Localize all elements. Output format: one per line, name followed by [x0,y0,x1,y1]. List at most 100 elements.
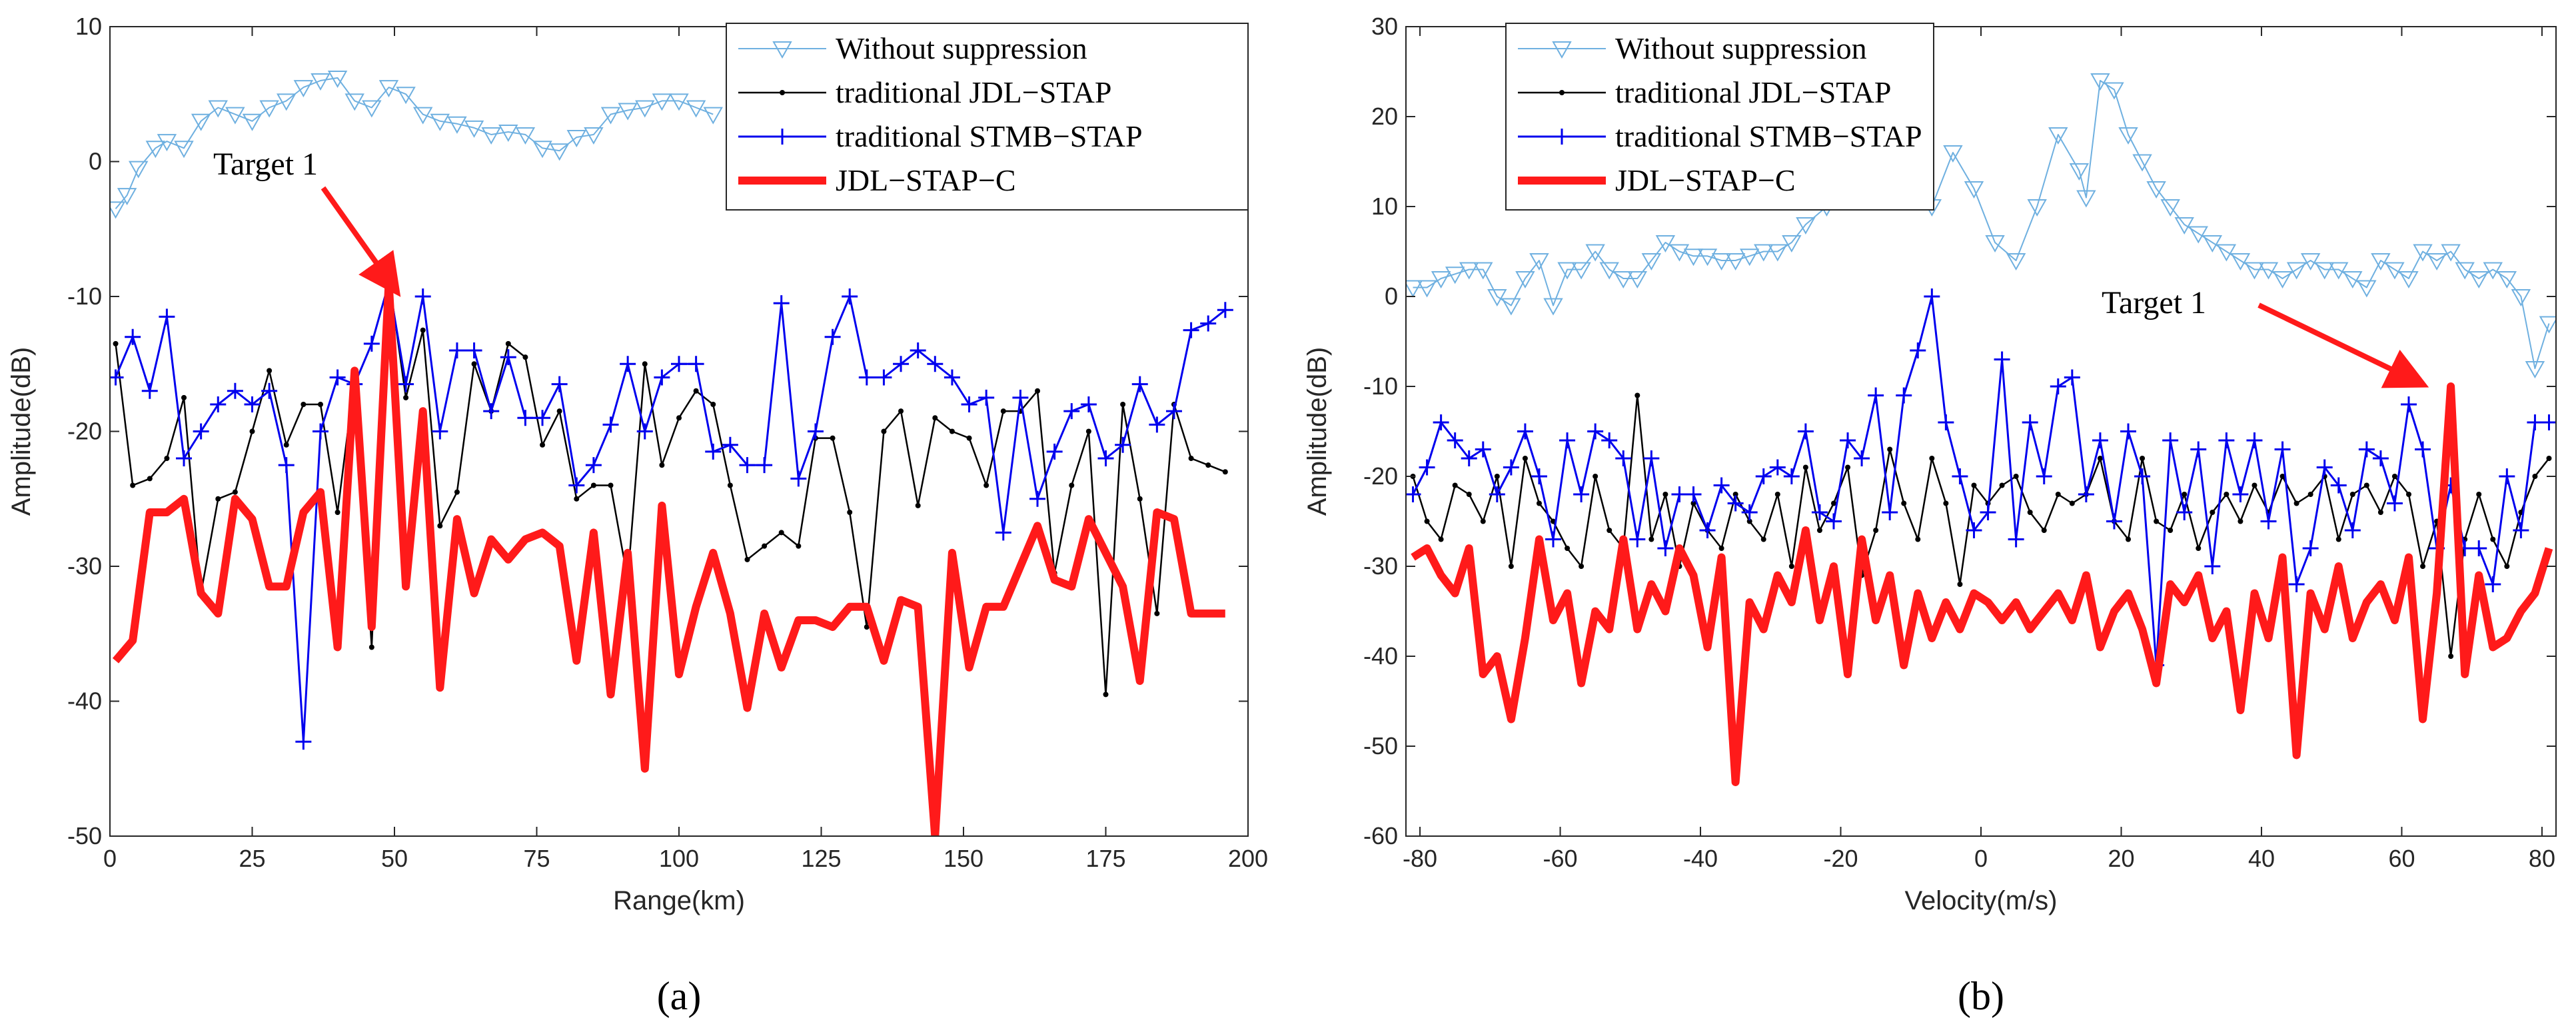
data-point [2413,244,2433,262]
data-point [961,396,977,412]
data-point [790,470,807,487]
data-point [2391,474,2397,479]
series-line [115,282,1226,743]
data-point [2230,253,2251,271]
data-point [368,644,374,650]
y-axis-label: Amplitude(dB) [1303,347,1332,516]
series-stmb [1406,288,2556,674]
data-point [1120,402,1126,407]
data-point [618,103,638,121]
data-point [739,457,756,474]
data-point [1629,531,1646,548]
data-point [181,394,187,400]
data-point [2272,271,2293,289]
data-point [2314,262,2335,280]
data-point [1508,564,1514,569]
data-point [1938,414,1954,430]
data-point [1613,271,1633,289]
y-tick-label: -40 [1363,642,1398,670]
data-point [145,141,166,159]
data-point [329,369,346,386]
data-point [2027,199,2047,217]
data-point [1085,428,1091,434]
data-point [191,113,211,131]
x-tick-label: 25 [239,845,265,872]
data-point [2260,513,2277,530]
x-tick-label: 50 [381,845,408,872]
data-point [2386,495,2403,512]
data-point [378,80,399,98]
x-tick-label: 100 [659,845,699,872]
data-point [517,410,534,426]
x-tick-label: -60 [1543,845,1578,872]
data-point [1741,504,1758,520]
data-point [1754,244,1774,262]
data-point [193,423,209,440]
data-point [2330,477,2347,494]
data-point [1565,546,1571,551]
data-point [2274,441,2291,458]
data-point [2343,271,2363,289]
series-line [112,278,1225,836]
data-point [396,87,416,105]
data-point [312,423,328,440]
data-point [1433,414,1449,430]
data-point [1475,441,1491,458]
data-point [636,423,653,440]
data-point [2252,482,2257,488]
data-point [893,356,910,372]
data-point [147,476,153,482]
data-point [1431,271,1451,289]
data-point [2190,441,2207,458]
data-point [2041,528,2047,533]
data-point [1825,513,1842,530]
data-point [635,100,655,118]
y-tick-label: 30 [1371,13,1398,40]
data-point [1579,564,1585,569]
data-point [2092,432,2108,448]
data-point [447,116,467,134]
data-point [1406,280,1423,298]
data-point [1097,450,1114,466]
data-point [2372,450,2389,466]
data-point [881,428,887,434]
data-point [2344,522,2361,538]
data-point [2539,316,2556,334]
series-line [115,77,714,210]
data-point [1103,692,1109,698]
legend-label: traditional STMB−STAP [836,119,1143,153]
data-point [2335,536,2341,542]
data-point [1657,540,1674,556]
data-point [602,416,619,433]
data-point [978,389,995,406]
data-point [278,457,295,474]
chart-panel-b: -80 -60 -40 -20 0 20 40 60 80-60-50-40-30-20-100… [1303,13,2557,1018]
data-point [1711,253,1732,271]
data-point [608,482,614,488]
data-point [898,408,904,414]
data-point [432,423,448,440]
data-point [2176,504,2193,520]
data-point [125,328,141,345]
data-point [2513,522,2529,538]
data-point [1545,531,1562,548]
data-point [2448,654,2454,659]
data-point [128,161,149,179]
data-point [1816,528,1822,533]
data-point [2455,262,2475,280]
data-point [130,482,136,488]
data-point [1924,288,1940,304]
data-point [176,450,193,466]
data-point [2022,414,2038,430]
data-point [2064,369,2080,386]
data-point [944,369,960,386]
data-point [1571,262,1591,280]
data-point [277,93,297,111]
data-point [1713,477,1730,494]
data-point [2048,127,2068,145]
data-point [344,93,364,111]
data-point [722,436,738,453]
data-point [430,113,450,131]
data-point [556,408,562,414]
data-point [1802,464,1808,470]
